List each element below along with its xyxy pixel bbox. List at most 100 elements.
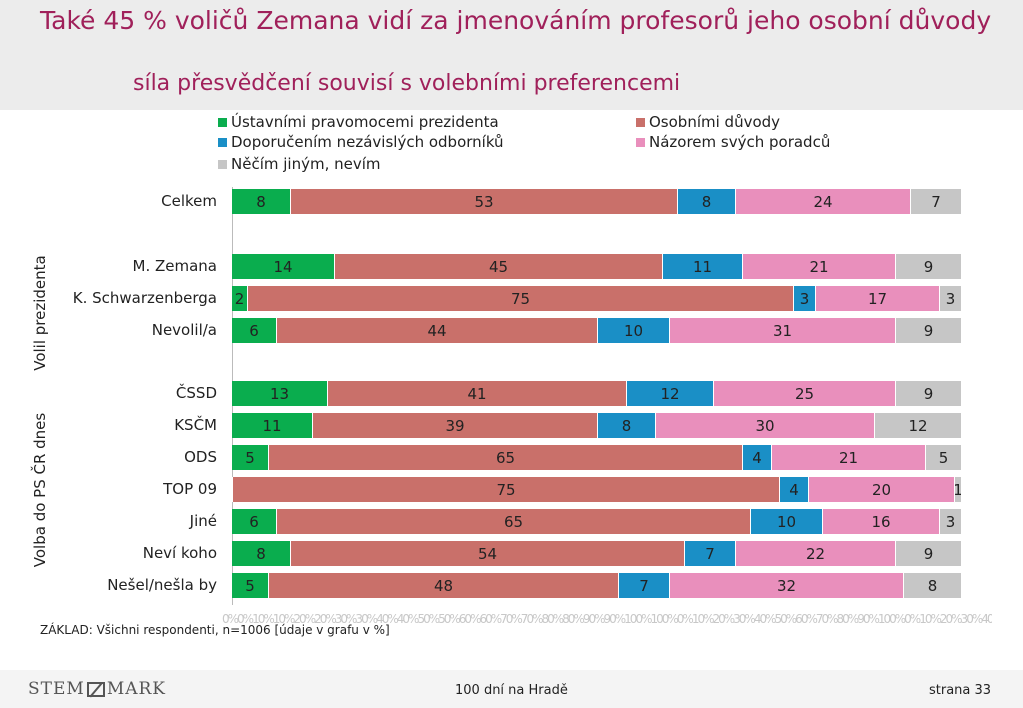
base-note: ZÁKLAD: Všichni respondenti, n=1006 [úda… — [40, 623, 390, 637]
legend-swatch — [218, 159, 227, 169]
bar-segment: 3 — [939, 286, 961, 311]
bar-segment: 32 — [669, 573, 903, 598]
logo-text-left: STEM — [28, 679, 85, 699]
group-label-volba-ps: Volba do PS ČR dnes — [31, 412, 50, 568]
legend-label: Názorem svých poradců — [649, 133, 831, 151]
bar-segment: 3 — [793, 286, 815, 311]
bar-segment: 12 — [874, 413, 961, 438]
bar-segment: 12 — [626, 381, 713, 406]
bar-segment: 7 — [618, 573, 669, 598]
bar-segment: 44 — [276, 318, 597, 343]
category-label: ODS — [184, 448, 217, 466]
bar-segment: 24 — [735, 189, 910, 214]
header-band — [0, 0, 1023, 110]
bar-segment: 16 — [822, 509, 939, 534]
legend-item-2: Doporučením nezávislých odborníků — [218, 133, 504, 151]
bar-segment: 7 — [910, 189, 961, 214]
category-label: M. Zemana — [132, 257, 218, 275]
bar-segment: 65 — [268, 445, 742, 470]
bar-row: 14 45 11 21 9 — [232, 254, 961, 279]
bar-segment: 9 — [895, 254, 961, 279]
bar-segment: 48 — [268, 573, 618, 598]
bar-row: 6 65 10 16 3 — [232, 509, 961, 534]
bar-row: 754201 — [232, 477, 961, 502]
page-subtitle: síla přesvědčení souvisí s volebními pre… — [133, 71, 681, 96]
bar-segment: 75 — [247, 286, 793, 311]
logo-text-right: MARK — [106, 679, 166, 699]
bar-segment: 5 — [232, 445, 268, 470]
bar-row: 8 54 7 22 9 — [232, 541, 961, 566]
bar-segment: 22 — [735, 541, 895, 566]
bar-segment: 8 — [232, 541, 290, 566]
legend-item-0: Ústavními pravomocemi prezidenta — [218, 113, 499, 131]
bar-row: 13 41 12 25 9 — [232, 381, 961, 406]
bar-segment: 45 — [334, 254, 662, 279]
page-title: Také 45 % voličů Zemana vidí za jmenován… — [40, 6, 992, 35]
legend-item-4: Něčím jiným, nevím — [218, 155, 381, 173]
bar-segment: 7 — [684, 541, 735, 566]
legend-item-1: Osobními důvody — [636, 113, 780, 131]
category-label: Nešel/nešla by — [107, 576, 217, 594]
bar-segment: 31 — [669, 318, 895, 343]
bar-segment: 8 — [597, 413, 655, 438]
bar-segment: 1 — [954, 477, 961, 502]
bar-segment: 65 — [276, 509, 750, 534]
legend-label: Doporučením nezávislých odborníků — [231, 133, 504, 151]
footer-presentation-title: 100 dní na Hradě — [455, 683, 568, 698]
bar-segment: 20 — [808, 477, 954, 502]
bar-segment: 8 — [903, 573, 961, 598]
footer-band — [0, 670, 1023, 708]
bar-row: 2 75 3 17 3 — [232, 286, 961, 311]
bar-segment: 39 — [312, 413, 597, 438]
category-label: Nevolil/a — [151, 321, 217, 339]
page-number: strana 33 — [929, 683, 992, 698]
bar-segment: 10 — [597, 318, 669, 343]
bar-segment: 5 — [232, 573, 268, 598]
legend-item-3: Názorem svých poradců — [636, 133, 830, 151]
bar-segment: 9 — [895, 318, 961, 343]
bar-segment: 21 — [771, 445, 925, 470]
legend-swatch — [636, 137, 645, 147]
bar-segment: 9 — [895, 381, 961, 406]
legend-label: Něčím jiným, nevím — [231, 155, 381, 173]
bar-row: 11 39 8 30 12 — [232, 413, 961, 438]
bar-segment: 21 — [742, 254, 895, 279]
category-label: TOP 09 — [163, 480, 217, 498]
bar-segment: 6 — [232, 509, 276, 534]
bar-row: 5 65 4 21 5 — [232, 445, 961, 470]
bar-segment: 11 — [232, 413, 312, 438]
bar-row: 8 53 8 24 7 — [232, 189, 961, 214]
bar-segment: 2 — [232, 286, 247, 311]
bar-segment: 4 — [742, 445, 771, 470]
bar-segment: 14 — [232, 254, 334, 279]
bar-segment: 53 — [290, 189, 677, 214]
category-label: Jiné — [189, 512, 217, 530]
bar-segment: 8 — [677, 189, 735, 214]
legend-swatch — [218, 117, 227, 127]
x-axis-overlapping-ticks: 0%0%10%10%20%20%30%30%40%40%50%50%60%60%… — [222, 612, 992, 626]
category-label: ČSSD — [175, 384, 217, 402]
group-label-volil-prezidenta: Volil prezidenta — [30, 255, 49, 371]
bar-segment: 75 — [232, 477, 779, 502]
bar-segment: 13 — [232, 381, 327, 406]
bar-segment: 6 — [232, 318, 276, 343]
bar-segment: 54 — [290, 541, 684, 566]
bar-segment: 25 — [713, 381, 895, 406]
category-label: KSČM — [174, 416, 217, 434]
bar-segment: 8 — [232, 189, 290, 214]
bar-segment: 5 — [925, 445, 961, 470]
stemmark-logo: STEM MARK — [28, 679, 166, 699]
bar-segment: 17 — [815, 286, 939, 311]
bar-row: 5 48 7 32 8 — [232, 573, 961, 598]
logo-mark-icon — [86, 681, 105, 697]
bar-segment: 11 — [662, 254, 742, 279]
legend-swatch — [218, 137, 227, 147]
bar-segment: 10 — [750, 509, 822, 534]
legend-swatch — [636, 117, 645, 127]
bar-segment: 4 — [779, 477, 808, 502]
category-label: Neví koho — [142, 544, 217, 562]
legend-label: Ústavními pravomocemi prezidenta — [231, 113, 499, 131]
bar-segment: 9 — [895, 541, 961, 566]
category-label: K. Schwarzenberga — [72, 289, 217, 307]
bar-segment: 41 — [327, 381, 626, 406]
